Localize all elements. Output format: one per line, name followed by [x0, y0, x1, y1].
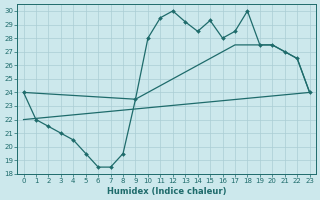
X-axis label: Humidex (Indice chaleur): Humidex (Indice chaleur) [107, 187, 226, 196]
